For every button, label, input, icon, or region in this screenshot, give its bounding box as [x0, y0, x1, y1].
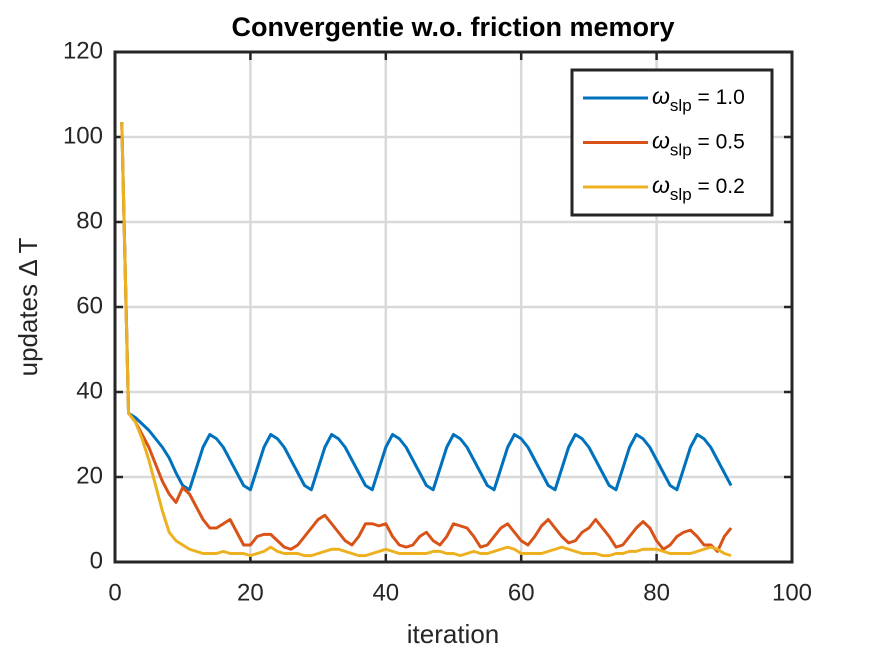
x-tick-label: 20: [237, 579, 264, 606]
y-tick-label: 20: [76, 462, 103, 489]
data-line: [120, 122, 733, 492]
legend-label: ωslp = 0.5: [652, 128, 745, 160]
y-tick-label: 120: [63, 37, 103, 64]
legend-label-part: ω: [652, 83, 670, 109]
legend-label: ωslp = 0.2: [652, 172, 745, 204]
x-tick-label: 60: [508, 579, 535, 606]
y-tick-label: 80: [76, 207, 103, 234]
data-line: [120, 122, 733, 553]
x-tick-label: 80: [643, 579, 670, 606]
data-line: [120, 122, 732, 558]
legend-label-part: slp: [670, 185, 692, 204]
legend-label-part: = 0.2: [692, 175, 745, 198]
legend-label-part: ω: [652, 172, 670, 198]
legend-label-part: slp: [670, 96, 692, 115]
legend-label-part: slp: [670, 141, 692, 160]
y-tick-label: 40: [76, 377, 103, 404]
y-axis-label: updates Δ T: [13, 237, 43, 376]
legend-label-part: = 0.5: [692, 130, 745, 153]
y-tick-label: 0: [90, 547, 103, 574]
y-tick-label: 100: [63, 122, 103, 149]
x-tick-label: 40: [372, 579, 399, 606]
legend-label: ωslp = 1.0: [652, 83, 745, 115]
x-tick-label: 0: [108, 579, 121, 606]
y-tick-label: 60: [76, 292, 103, 319]
legend-label-part: = 1.0: [692, 86, 745, 109]
axes-box: [113, 50, 794, 564]
legend-label-part: ω: [652, 128, 670, 154]
x-axis-label: iteration: [407, 619, 500, 649]
x-tick-label: 100: [772, 579, 812, 606]
chart-title: Convergentie w.o. friction memory: [231, 12, 674, 42]
